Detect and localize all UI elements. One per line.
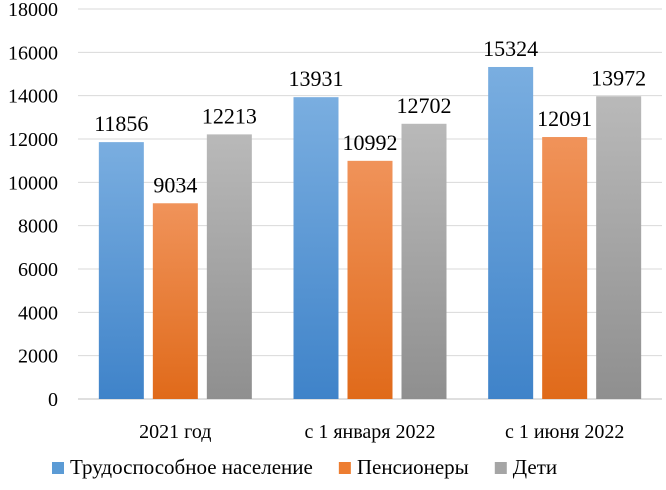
y-tick-label: 10000 bbox=[8, 172, 58, 194]
data-label: 12091 bbox=[537, 106, 592, 131]
y-tick-label: 6000 bbox=[18, 259, 58, 281]
data-label: 13972 bbox=[591, 65, 646, 90]
bar bbox=[401, 123, 447, 399]
data-label: 12702 bbox=[397, 93, 452, 118]
data-label: 10992 bbox=[343, 130, 398, 155]
data-label: 11856 bbox=[94, 111, 148, 136]
y-tick-label: 18000 bbox=[8, 0, 58, 21]
bar bbox=[152, 203, 198, 399]
data-label: 12213 bbox=[202, 103, 257, 128]
legend-swatch bbox=[338, 462, 351, 474]
bars bbox=[98, 66, 642, 400]
legend-swatch bbox=[52, 462, 64, 474]
y-tick-label: 14000 bbox=[8, 86, 58, 108]
y-tick-label: 4000 bbox=[18, 302, 58, 324]
x-tick-label: 2021 год bbox=[139, 421, 211, 443]
y-tick-label: 16000 bbox=[8, 42, 58, 64]
legend: Трудоспособное население Пенсионеры Дети bbox=[52, 455, 557, 479]
y-tick-label: 12000 bbox=[8, 129, 58, 151]
x-axis: 2021 год с 1 января 2022 с 1 июня 2022 bbox=[139, 421, 624, 443]
data-labels: 11856 9034 12213 13931 10992 12702 15324 12091 1… bbox=[94, 36, 646, 197]
bar bbox=[293, 97, 339, 399]
x-tick-label: с 1 июня 2022 bbox=[505, 421, 624, 443]
legend-label: Дети bbox=[513, 455, 557, 479]
y-tick-label: 2000 bbox=[18, 346, 58, 368]
bar bbox=[98, 142, 144, 399]
legend-label: Пенсионеры bbox=[357, 455, 469, 479]
data-label: 9034 bbox=[153, 172, 197, 197]
data-label: 15324 bbox=[483, 36, 538, 61]
bar bbox=[596, 96, 642, 400]
y-tick-label: 0 bbox=[48, 389, 58, 411]
legend-label: Трудоспособное население bbox=[70, 455, 313, 479]
data-label: 13931 bbox=[289, 66, 344, 91]
y-tick-label: 8000 bbox=[18, 216, 58, 238]
bar bbox=[347, 160, 393, 399]
legend-swatch bbox=[494, 462, 507, 474]
bar bbox=[542, 137, 588, 400]
bar bbox=[206, 134, 252, 399]
bar bbox=[488, 66, 534, 399]
y-axis: 0 2000 4000 6000 8000 10000 12000 14000 16000 180… bbox=[8, 0, 58, 411]
x-tick-label: с 1 января 2022 bbox=[304, 421, 435, 443]
